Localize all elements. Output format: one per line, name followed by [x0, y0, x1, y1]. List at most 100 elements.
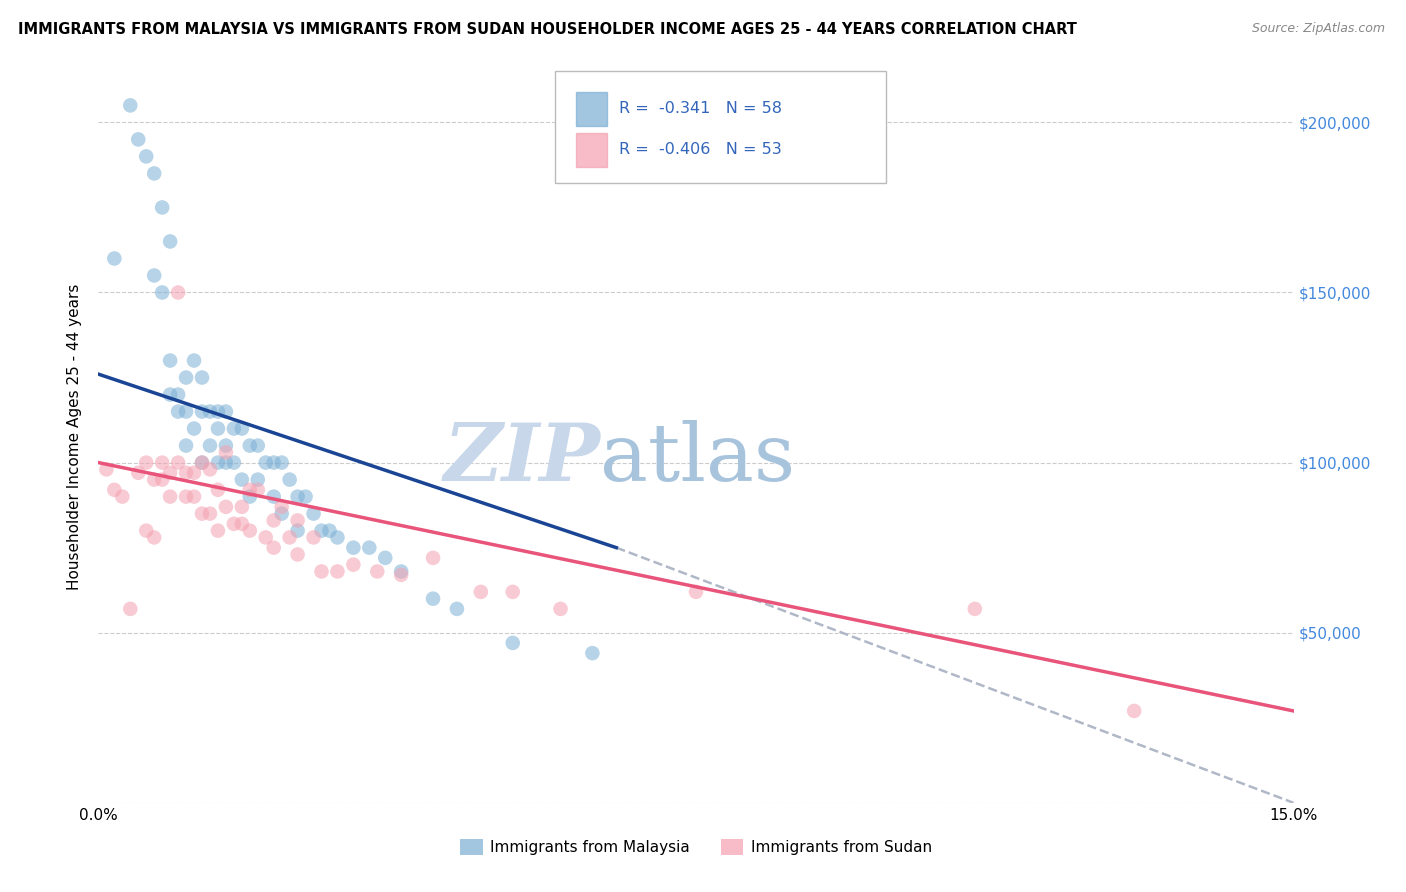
Point: [120, 98, 142, 112]
Point: [191, 507, 214, 521]
Point: [246, 473, 269, 487]
Point: [294, 490, 316, 504]
Point: [231, 421, 253, 435]
Point: [167, 285, 190, 300]
Point: [207, 483, 229, 497]
Point: [198, 462, 221, 476]
Point: [311, 524, 333, 538]
Point: [103, 252, 125, 266]
Y-axis label: Householder Income Ages 25 - 44 years: Householder Income Ages 25 - 44 years: [67, 284, 83, 591]
Point: [263, 541, 285, 555]
Point: [231, 473, 253, 487]
Point: [278, 473, 301, 487]
Point: [422, 550, 444, 565]
Point: [326, 565, 349, 579]
Point: [167, 456, 190, 470]
Point: [239, 483, 262, 497]
Point: [143, 268, 166, 283]
Point: [470, 585, 492, 599]
Point: [120, 602, 142, 616]
Point: [246, 439, 269, 453]
Point: [342, 558, 364, 572]
Point: [963, 602, 986, 616]
Point: [159, 490, 181, 504]
Point: [270, 507, 292, 521]
Point: [159, 235, 181, 249]
Point: [222, 456, 245, 470]
Point: [239, 524, 262, 538]
Point: [183, 421, 205, 435]
Point: [111, 490, 134, 504]
Point: [287, 513, 309, 527]
Point: [1123, 704, 1146, 718]
Point: [159, 353, 181, 368]
Point: [389, 565, 412, 579]
Point: [198, 404, 221, 418]
Point: [446, 602, 468, 616]
Point: [174, 404, 197, 418]
Point: [127, 132, 149, 146]
Text: ZIP: ZIP: [443, 420, 600, 498]
Point: [174, 466, 197, 480]
Point: [246, 483, 269, 497]
Point: [150, 285, 173, 300]
Point: [135, 524, 157, 538]
Point: [502, 636, 524, 650]
Point: [254, 456, 277, 470]
Point: [191, 456, 214, 470]
Point: [198, 507, 221, 521]
Point: [150, 201, 173, 215]
Point: [311, 565, 333, 579]
Point: [143, 166, 166, 180]
Point: [366, 565, 388, 579]
Point: [159, 387, 181, 401]
Point: [231, 516, 253, 531]
Point: [685, 585, 707, 599]
Point: [143, 473, 166, 487]
Point: [374, 550, 396, 565]
Point: [143, 531, 166, 545]
Point: [150, 473, 173, 487]
Point: [215, 439, 238, 453]
Point: [342, 541, 364, 555]
Point: [318, 524, 340, 538]
Point: [215, 456, 238, 470]
Point: [302, 507, 325, 521]
Point: [359, 541, 381, 555]
Point: [215, 445, 238, 459]
Point: [183, 490, 205, 504]
Point: [278, 531, 301, 545]
Point: [198, 439, 221, 453]
Point: [263, 456, 285, 470]
Point: [239, 490, 262, 504]
Point: [159, 466, 181, 480]
Point: [222, 516, 245, 531]
Point: [270, 500, 292, 514]
Point: [502, 585, 524, 599]
Point: [215, 404, 238, 418]
Point: [96, 462, 118, 476]
Point: [287, 490, 309, 504]
Point: [207, 404, 229, 418]
Point: [326, 531, 349, 545]
Text: R =  -0.341   N = 58: R = -0.341 N = 58: [619, 101, 782, 116]
Text: R =  -0.406   N = 53: R = -0.406 N = 53: [619, 142, 782, 157]
Point: [215, 500, 238, 514]
Point: [263, 490, 285, 504]
Point: [231, 500, 253, 514]
Point: [103, 483, 125, 497]
Point: [302, 531, 325, 545]
Point: [239, 439, 262, 453]
Point: [135, 456, 157, 470]
Point: [389, 567, 412, 582]
Point: [581, 646, 603, 660]
Point: [127, 466, 149, 480]
Legend: Immigrants from Malaysia, Immigrants from Sudan: Immigrants from Malaysia, Immigrants fro…: [454, 833, 938, 861]
Point: [150, 456, 173, 470]
Point: [167, 387, 190, 401]
Point: [550, 602, 572, 616]
Point: [254, 531, 277, 545]
Point: [167, 404, 190, 418]
Point: [174, 439, 197, 453]
Point: [422, 591, 444, 606]
